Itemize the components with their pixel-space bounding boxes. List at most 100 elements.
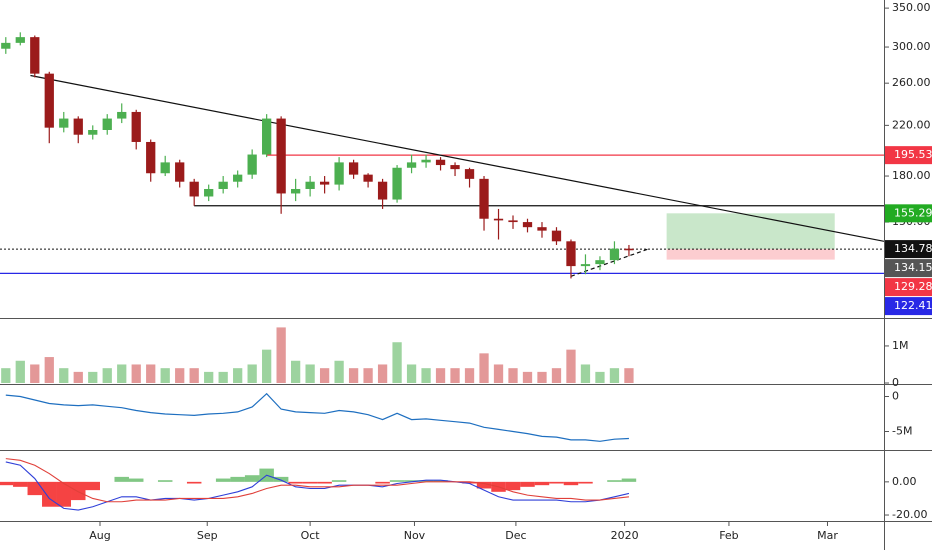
macd-histogram-bar	[621, 478, 637, 482]
candle-body	[595, 260, 605, 265]
macd-histogram-bar	[0, 481, 14, 486]
y-tick-label: 350.00	[892, 1, 931, 14]
candle-body	[508, 220, 518, 223]
macd-line	[5, 461, 630, 511]
price-label-box	[885, 204, 932, 223]
volume-bar	[551, 368, 562, 383]
candle-body	[204, 188, 214, 197]
volume-bar	[392, 342, 402, 383]
macd-line	[5, 458, 630, 503]
candle-body	[551, 230, 562, 242]
volume-bar	[73, 371, 83, 383]
y-tick-label: 220.00	[892, 118, 931, 131]
y-tick-label: 300.00	[892, 40, 931, 53]
price-label: 155.29	[894, 206, 932, 219]
candle-body	[175, 162, 185, 182]
macd-histogram-bar	[505, 481, 521, 491]
volume-bar	[117, 364, 127, 383]
volume-bar	[537, 371, 547, 383]
candle-body	[522, 222, 533, 228]
obv-line	[5, 392, 629, 442]
target-box	[666, 249, 835, 260]
candle-body	[189, 181, 199, 197]
volume-bar	[44, 357, 54, 383]
macd-histogram-bar	[549, 481, 564, 484]
volume-bar	[247, 364, 257, 383]
y-tick-label: -20.00	[892, 508, 927, 521]
volume-bar	[146, 364, 156, 383]
volume-bar	[493, 364, 504, 383]
volume-bar	[88, 371, 98, 383]
candle-body	[450, 165, 460, 170]
x-tick-label: Dec	[505, 529, 526, 542]
macd-histogram-bar	[288, 481, 303, 484]
candle-body	[117, 111, 127, 119]
volume-bar	[377, 364, 388, 383]
macd-histogram-bar	[607, 480, 622, 482]
volume-bar	[189, 368, 199, 383]
macd-histogram-bar	[375, 481, 390, 484]
volume-bar	[624, 368, 634, 383]
x-tick-label: Oct	[301, 529, 321, 542]
volume-bar	[319, 368, 330, 383]
volume-bar	[479, 353, 489, 383]
volume-bar	[450, 368, 460, 383]
candle-body	[102, 118, 112, 130]
volume-bar	[595, 371, 605, 383]
volume-bar	[1, 368, 11, 383]
y-tick-label: 0	[892, 376, 899, 389]
volume-bar	[522, 371, 533, 383]
volume-bar	[233, 368, 243, 383]
candle-body	[537, 227, 547, 231]
volume-bar	[102, 368, 112, 383]
macd-histogram-bar	[13, 481, 28, 487]
macd-histogram-bar	[128, 478, 144, 482]
price-label-box	[885, 259, 932, 278]
volume-bar	[262, 349, 272, 383]
price-label: 134.78	[894, 242, 932, 255]
volume-bar	[160, 368, 170, 383]
volume-bar	[580, 364, 591, 383]
candle-body	[30, 37, 40, 74]
macd-histogram-bar	[56, 481, 72, 507]
x-tick-label: Sep	[197, 529, 218, 542]
volume-bar	[276, 327, 286, 383]
trend-line	[30, 74, 885, 242]
macd-histogram-bar	[71, 481, 86, 501]
macd-histogram-bar	[230, 476, 245, 482]
candle-body	[146, 141, 156, 174]
candle-body	[609, 248, 620, 261]
macd-histogram-bar	[302, 481, 318, 484]
macd-histogram-bar	[27, 481, 43, 496]
candle-body	[435, 159, 446, 166]
volume-bar	[508, 368, 518, 383]
volume-bar	[464, 368, 475, 383]
macd-histogram-bar	[157, 480, 173, 482]
y-tick-label: 180.00	[892, 169, 931, 182]
candle-body	[44, 73, 54, 128]
candle-body	[290, 188, 301, 194]
volume-bar	[204, 371, 214, 383]
candle-body	[233, 174, 243, 182]
macd-histogram-bar	[331, 480, 347, 482]
volume-bar	[334, 360, 344, 383]
candle-body	[319, 181, 330, 185]
macd-histogram-bar	[534, 481, 550, 486]
candle-body	[131, 111, 141, 142]
candle-body	[59, 118, 69, 128]
candle-body	[566, 241, 576, 267]
price-label-box	[885, 297, 932, 316]
macd-histogram-bar	[244, 475, 260, 482]
candle-body	[464, 169, 475, 179]
x-tick-label: Nov	[404, 529, 426, 542]
candle-body	[493, 218, 504, 221]
volume-bar	[421, 368, 431, 383]
volume-bar	[30, 364, 40, 383]
volume-bar	[363, 368, 373, 383]
volume-bar	[15, 360, 25, 383]
macd-histogram-bar	[186, 481, 202, 484]
candle-body	[15, 37, 25, 43]
volume-bar	[406, 364, 417, 383]
macd-histogram-bar	[215, 478, 231, 482]
